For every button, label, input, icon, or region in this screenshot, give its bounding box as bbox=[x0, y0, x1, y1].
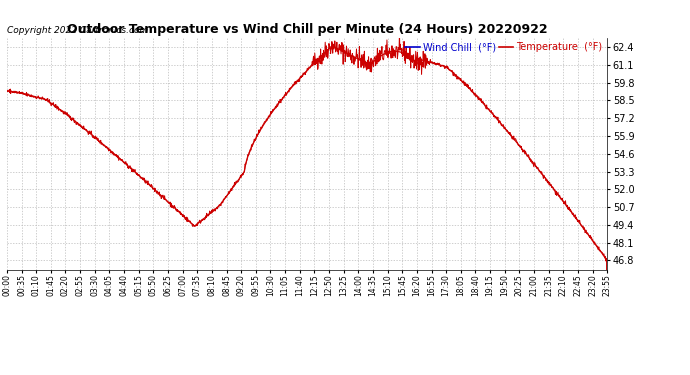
Title: Outdoor Temperature vs Wind Chill per Minute (24 Hours) 20220922: Outdoor Temperature vs Wind Chill per Mi… bbox=[67, 23, 547, 36]
Legend: Wind Chill  (°F), Temperature  (°F): Wind Chill (°F), Temperature (°F) bbox=[405, 42, 602, 52]
Text: Copyright 2022 Cartronics.com: Copyright 2022 Cartronics.com bbox=[7, 26, 148, 35]
